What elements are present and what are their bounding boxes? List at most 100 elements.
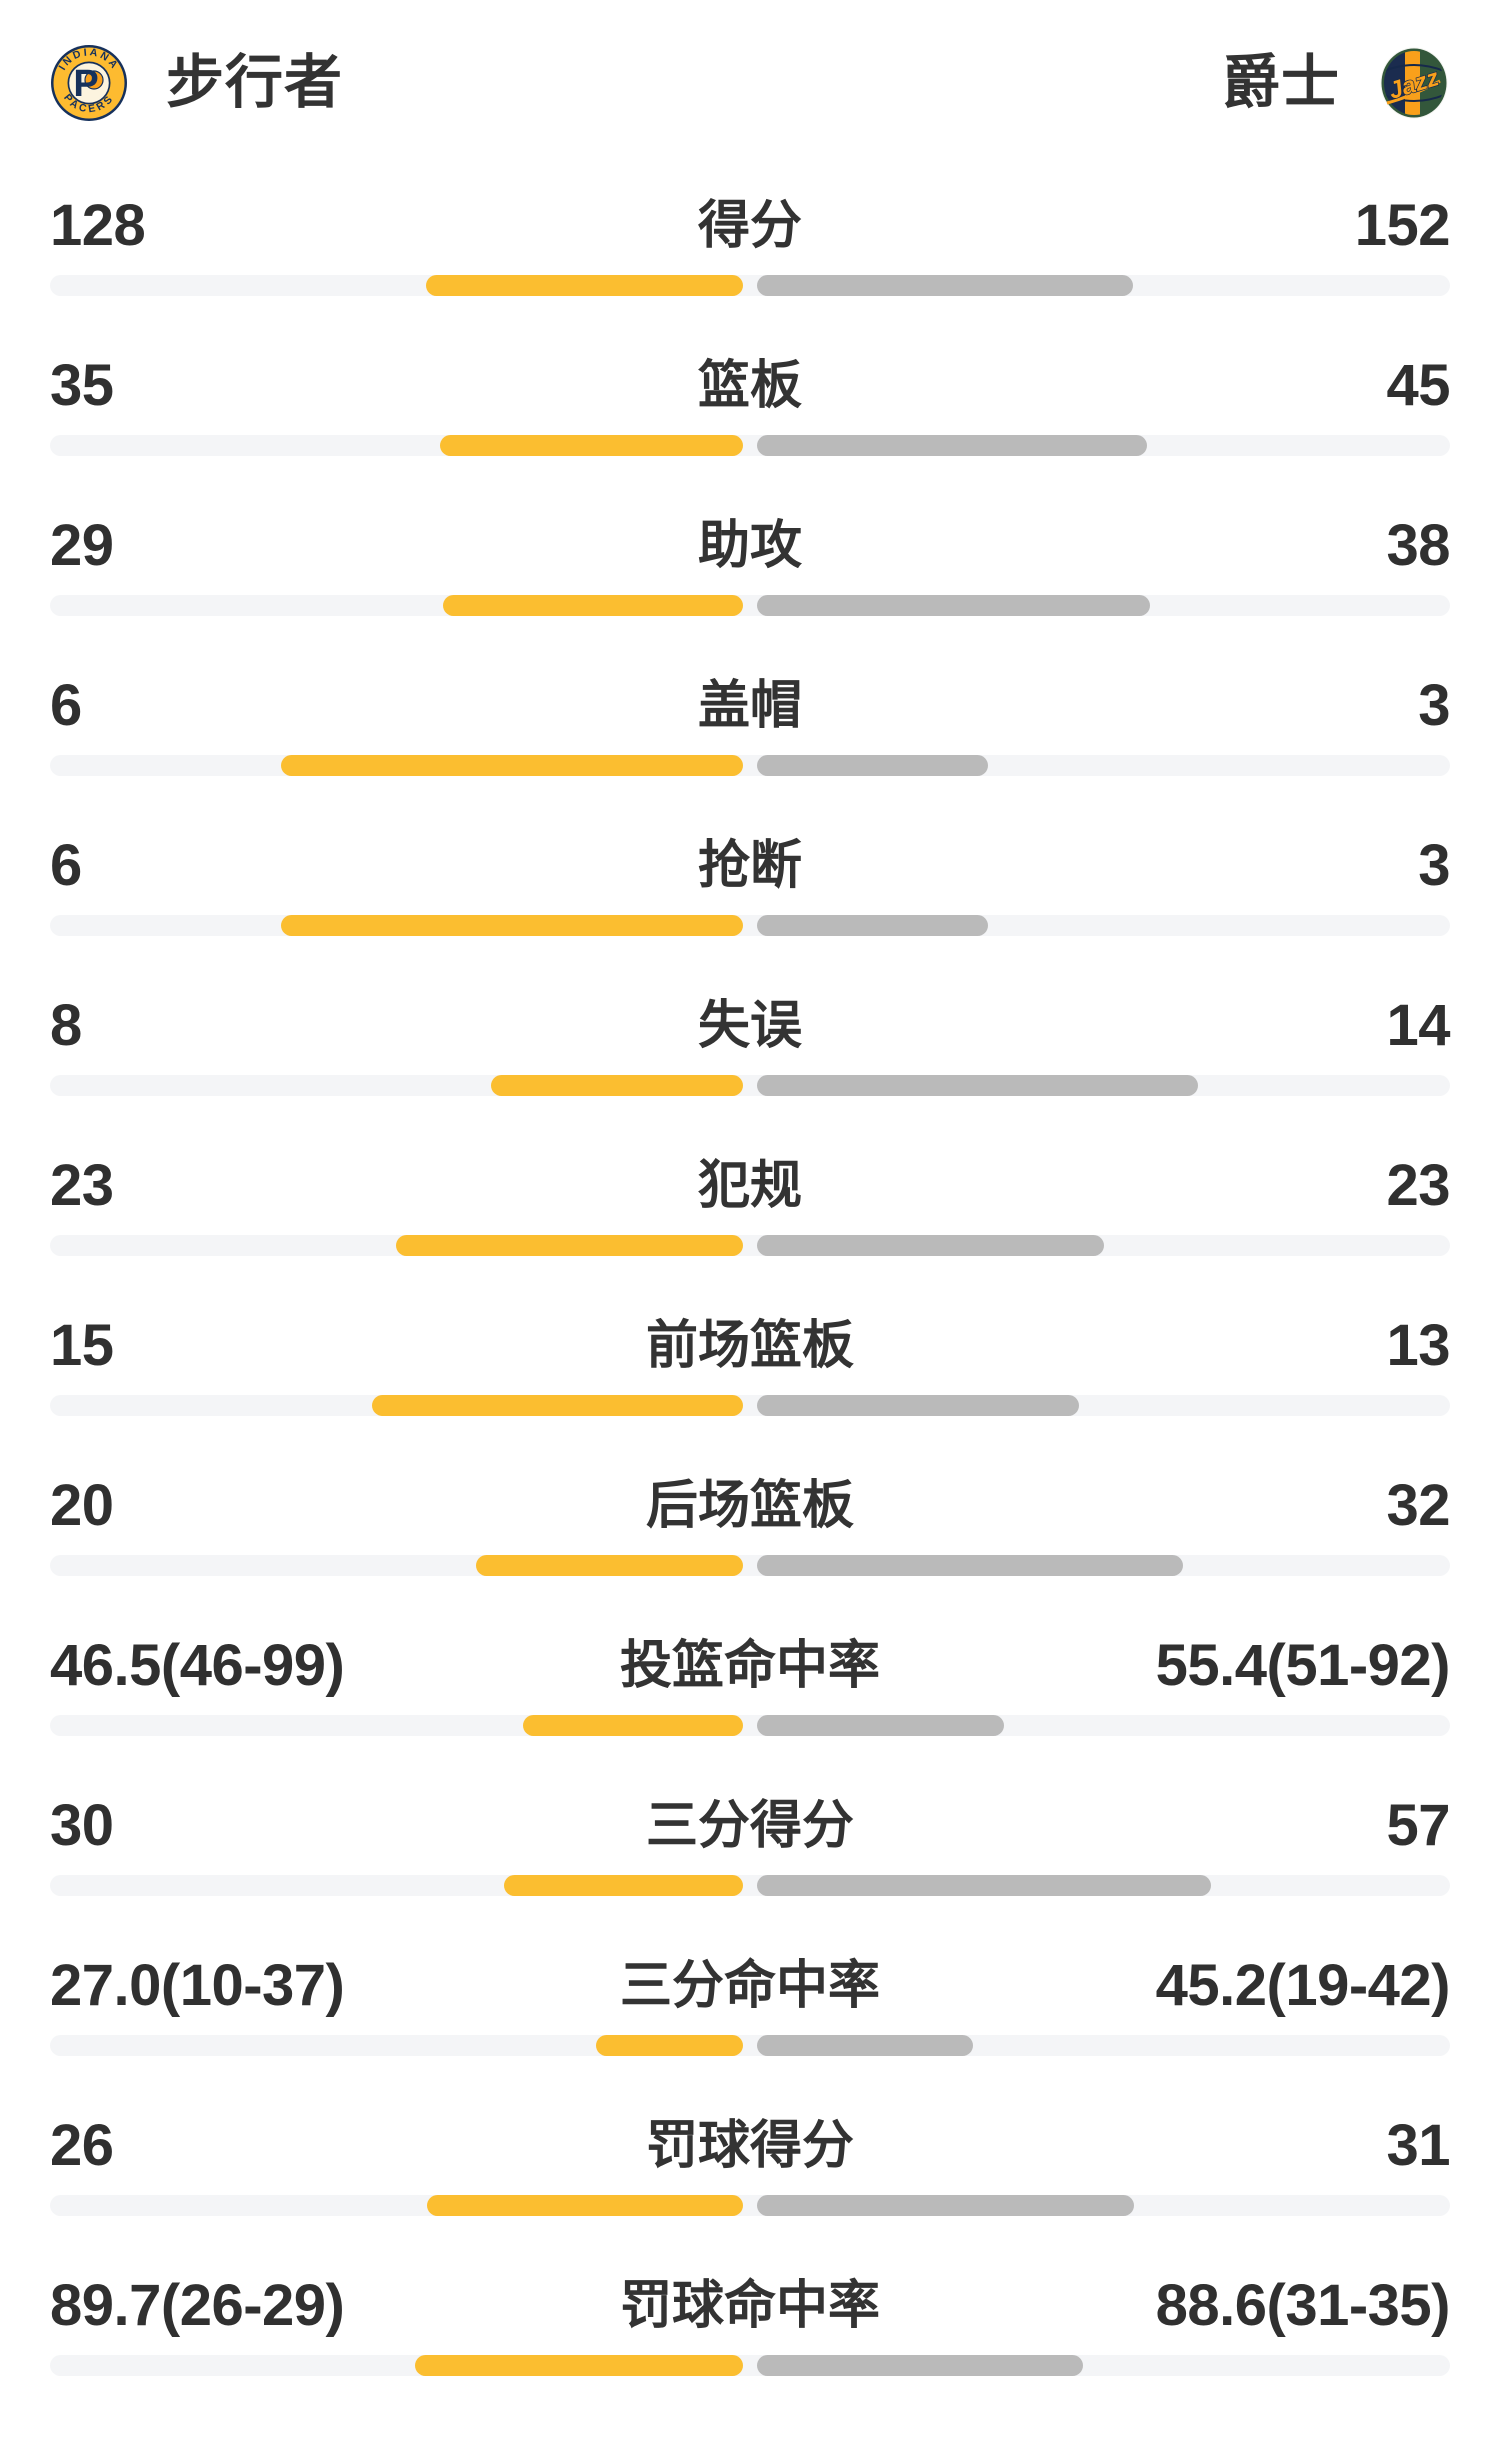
stat-bar-left	[396, 1235, 743, 1256]
stat-line: 46.5(46-99) 投篮命中率 55.4(51-92)	[50, 1633, 1451, 1698]
stat-bar-track	[50, 755, 1450, 776]
stat-row: 8 失误 14	[50, 995, 1450, 1155]
stat-left-value: 27.0(10-37)	[50, 1953, 345, 2018]
stat-bar-left	[281, 915, 743, 936]
stat-label: 三分得分	[645, 1797, 854, 1855]
stat-bar-right	[757, 1235, 1104, 1256]
stat-line: 128 得分 152	[50, 193, 1451, 258]
pacers-logo-icon: INDIANA PACERS P	[50, 44, 128, 122]
stat-left-value: 26	[50, 2113, 114, 2178]
team-left[interactable]: INDIANA PACERS P 步行者	[50, 44, 343, 122]
stat-bar-left	[440, 435, 743, 456]
stat-bar-right	[757, 1555, 1183, 1576]
stat-bar-left	[476, 1555, 743, 1576]
stat-label: 后场篮板	[645, 1477, 854, 1535]
stat-bar-track	[50, 2355, 1450, 2376]
stat-bar-right	[757, 2355, 1083, 2376]
stat-label: 三分命中率	[619, 1957, 880, 2015]
stat-bar-left	[426, 275, 743, 296]
stats-page: INDIANA PACERS P 步行者 爵士	[0, 44, 1500, 2435]
stat-left-value: 6	[50, 673, 82, 738]
stat-left-value: 23	[50, 1153, 114, 1218]
stat-right-value: 23	[1386, 1153, 1450, 1218]
jazz-logo-icon: Jazz	[1378, 45, 1450, 121]
stat-left-value: 20	[50, 1473, 114, 1538]
stat-bar-left	[596, 2035, 743, 2056]
stat-row: 128 得分 152	[50, 193, 1451, 355]
stat-bar-right	[757, 2035, 973, 2056]
stat-row: 27.0(10-37) 三分命中率 45.2(19-42)	[50, 1953, 1451, 2115]
svg-text:P: P	[73, 63, 98, 105]
stat-bar-right	[757, 2195, 1134, 2216]
stat-row: 89.7(26-29) 罚球命中率 88.6(31-35)	[50, 2273, 1451, 2435]
stat-label: 失误	[697, 997, 802, 1055]
stat-right-value: 3	[1418, 833, 1450, 898]
stat-line: 6 盖帽 3	[50, 675, 1450, 737]
stat-row: 20 后场篮板 32	[50, 1475, 1450, 1635]
team-left-name: 步行者	[166, 50, 344, 115]
stat-line: 23 犯规 23	[50, 1155, 1450, 1217]
stat-left-value: 30	[50, 1793, 114, 1858]
stat-bar-track	[50, 275, 1450, 296]
stat-bar-track	[50, 435, 1450, 456]
stat-bar-track	[50, 1235, 1450, 1256]
stat-bar-left	[491, 1075, 743, 1096]
stat-left-value: 6	[50, 833, 82, 898]
stat-row: 30 三分得分 57	[50, 1795, 1450, 1955]
stat-left-value: 35	[50, 353, 114, 418]
stat-bar-track	[50, 915, 1450, 936]
stat-right-value: 3	[1418, 673, 1450, 738]
stat-label: 前场篮板	[645, 1317, 854, 1375]
stat-bar-track	[50, 1555, 1450, 1576]
stat-row: 6 抢断 3	[50, 835, 1450, 995]
stat-label: 犯规	[697, 1157, 802, 1215]
stat-bar-right	[757, 1395, 1079, 1416]
stat-right-value: 88.6(31-35)	[1155, 2273, 1451, 2338]
stat-line: 30 三分得分 57	[50, 1795, 1450, 1857]
stat-row: 6 盖帽 3	[50, 675, 1450, 835]
stat-line: 26 罚球得分 31	[50, 2115, 1450, 2177]
stat-label: 罚球命中率	[619, 2277, 880, 2335]
stat-bar-left	[427, 2195, 743, 2216]
stat-right-value: 55.4(51-92)	[1155, 1633, 1451, 1698]
stat-bar-right	[757, 595, 1150, 616]
stat-bar-left	[372, 1395, 743, 1416]
stat-label: 篮板	[697, 357, 802, 415]
stat-left-value: 46.5(46-99)	[50, 1633, 345, 1698]
stat-left-value: 29	[50, 513, 114, 578]
stat-right-value: 57	[1386, 1793, 1450, 1858]
stat-bar-track	[50, 2195, 1450, 2216]
teams-header: INDIANA PACERS P 步行者 爵士	[50, 44, 1450, 122]
stat-row: 46.5(46-99) 投篮命中率 55.4(51-92)	[50, 1633, 1451, 1795]
stats-list: 128 得分 152 35 篮板 45 29 助攻 38	[50, 193, 1451, 2435]
stat-label: 抢断	[697, 837, 802, 895]
stat-left-value: 89.7(26-29)	[50, 2273, 345, 2338]
stat-row: 26 罚球得分 31	[50, 2115, 1450, 2275]
stat-right-value: 152	[1354, 193, 1451, 258]
stat-right-value: 13	[1386, 1313, 1450, 1378]
stat-bar-right	[757, 275, 1133, 296]
team-right-name: 爵士	[1221, 50, 1340, 115]
stat-line: 15 前场篮板 13	[50, 1315, 1450, 1377]
stat-label: 投篮命中率	[619, 1637, 880, 1695]
stat-bar-right	[757, 435, 1147, 456]
stat-line: 35 篮板 45	[50, 355, 1450, 417]
stat-bar-left	[523, 1715, 743, 1736]
stat-row: 35 篮板 45	[50, 355, 1450, 515]
stat-bar-left	[281, 755, 743, 776]
stat-bar-left	[415, 2355, 743, 2376]
stat-row: 29 助攻 38	[50, 515, 1450, 675]
team-right[interactable]: 爵士 Jazz	[1222, 45, 1450, 121]
stat-line: 89.7(26-29) 罚球命中率 88.6(31-35)	[50, 2273, 1451, 2338]
stat-label: 罚球得分	[645, 2117, 854, 2175]
stat-row: 23 犯规 23	[50, 1155, 1450, 1315]
stat-left-value: 8	[50, 993, 82, 1058]
stat-row: 15 前场篮板 13	[50, 1315, 1450, 1475]
stat-bar-track	[50, 2035, 1450, 2056]
stat-bar-left	[504, 1875, 743, 1896]
stat-left-value: 15	[50, 1313, 114, 1378]
stat-line: 29 助攻 38	[50, 515, 1450, 577]
stat-line: 27.0(10-37) 三分命中率 45.2(19-42)	[50, 1953, 1451, 2018]
stat-right-value: 45	[1386, 353, 1450, 418]
stat-bar-track	[50, 1875, 1450, 1896]
